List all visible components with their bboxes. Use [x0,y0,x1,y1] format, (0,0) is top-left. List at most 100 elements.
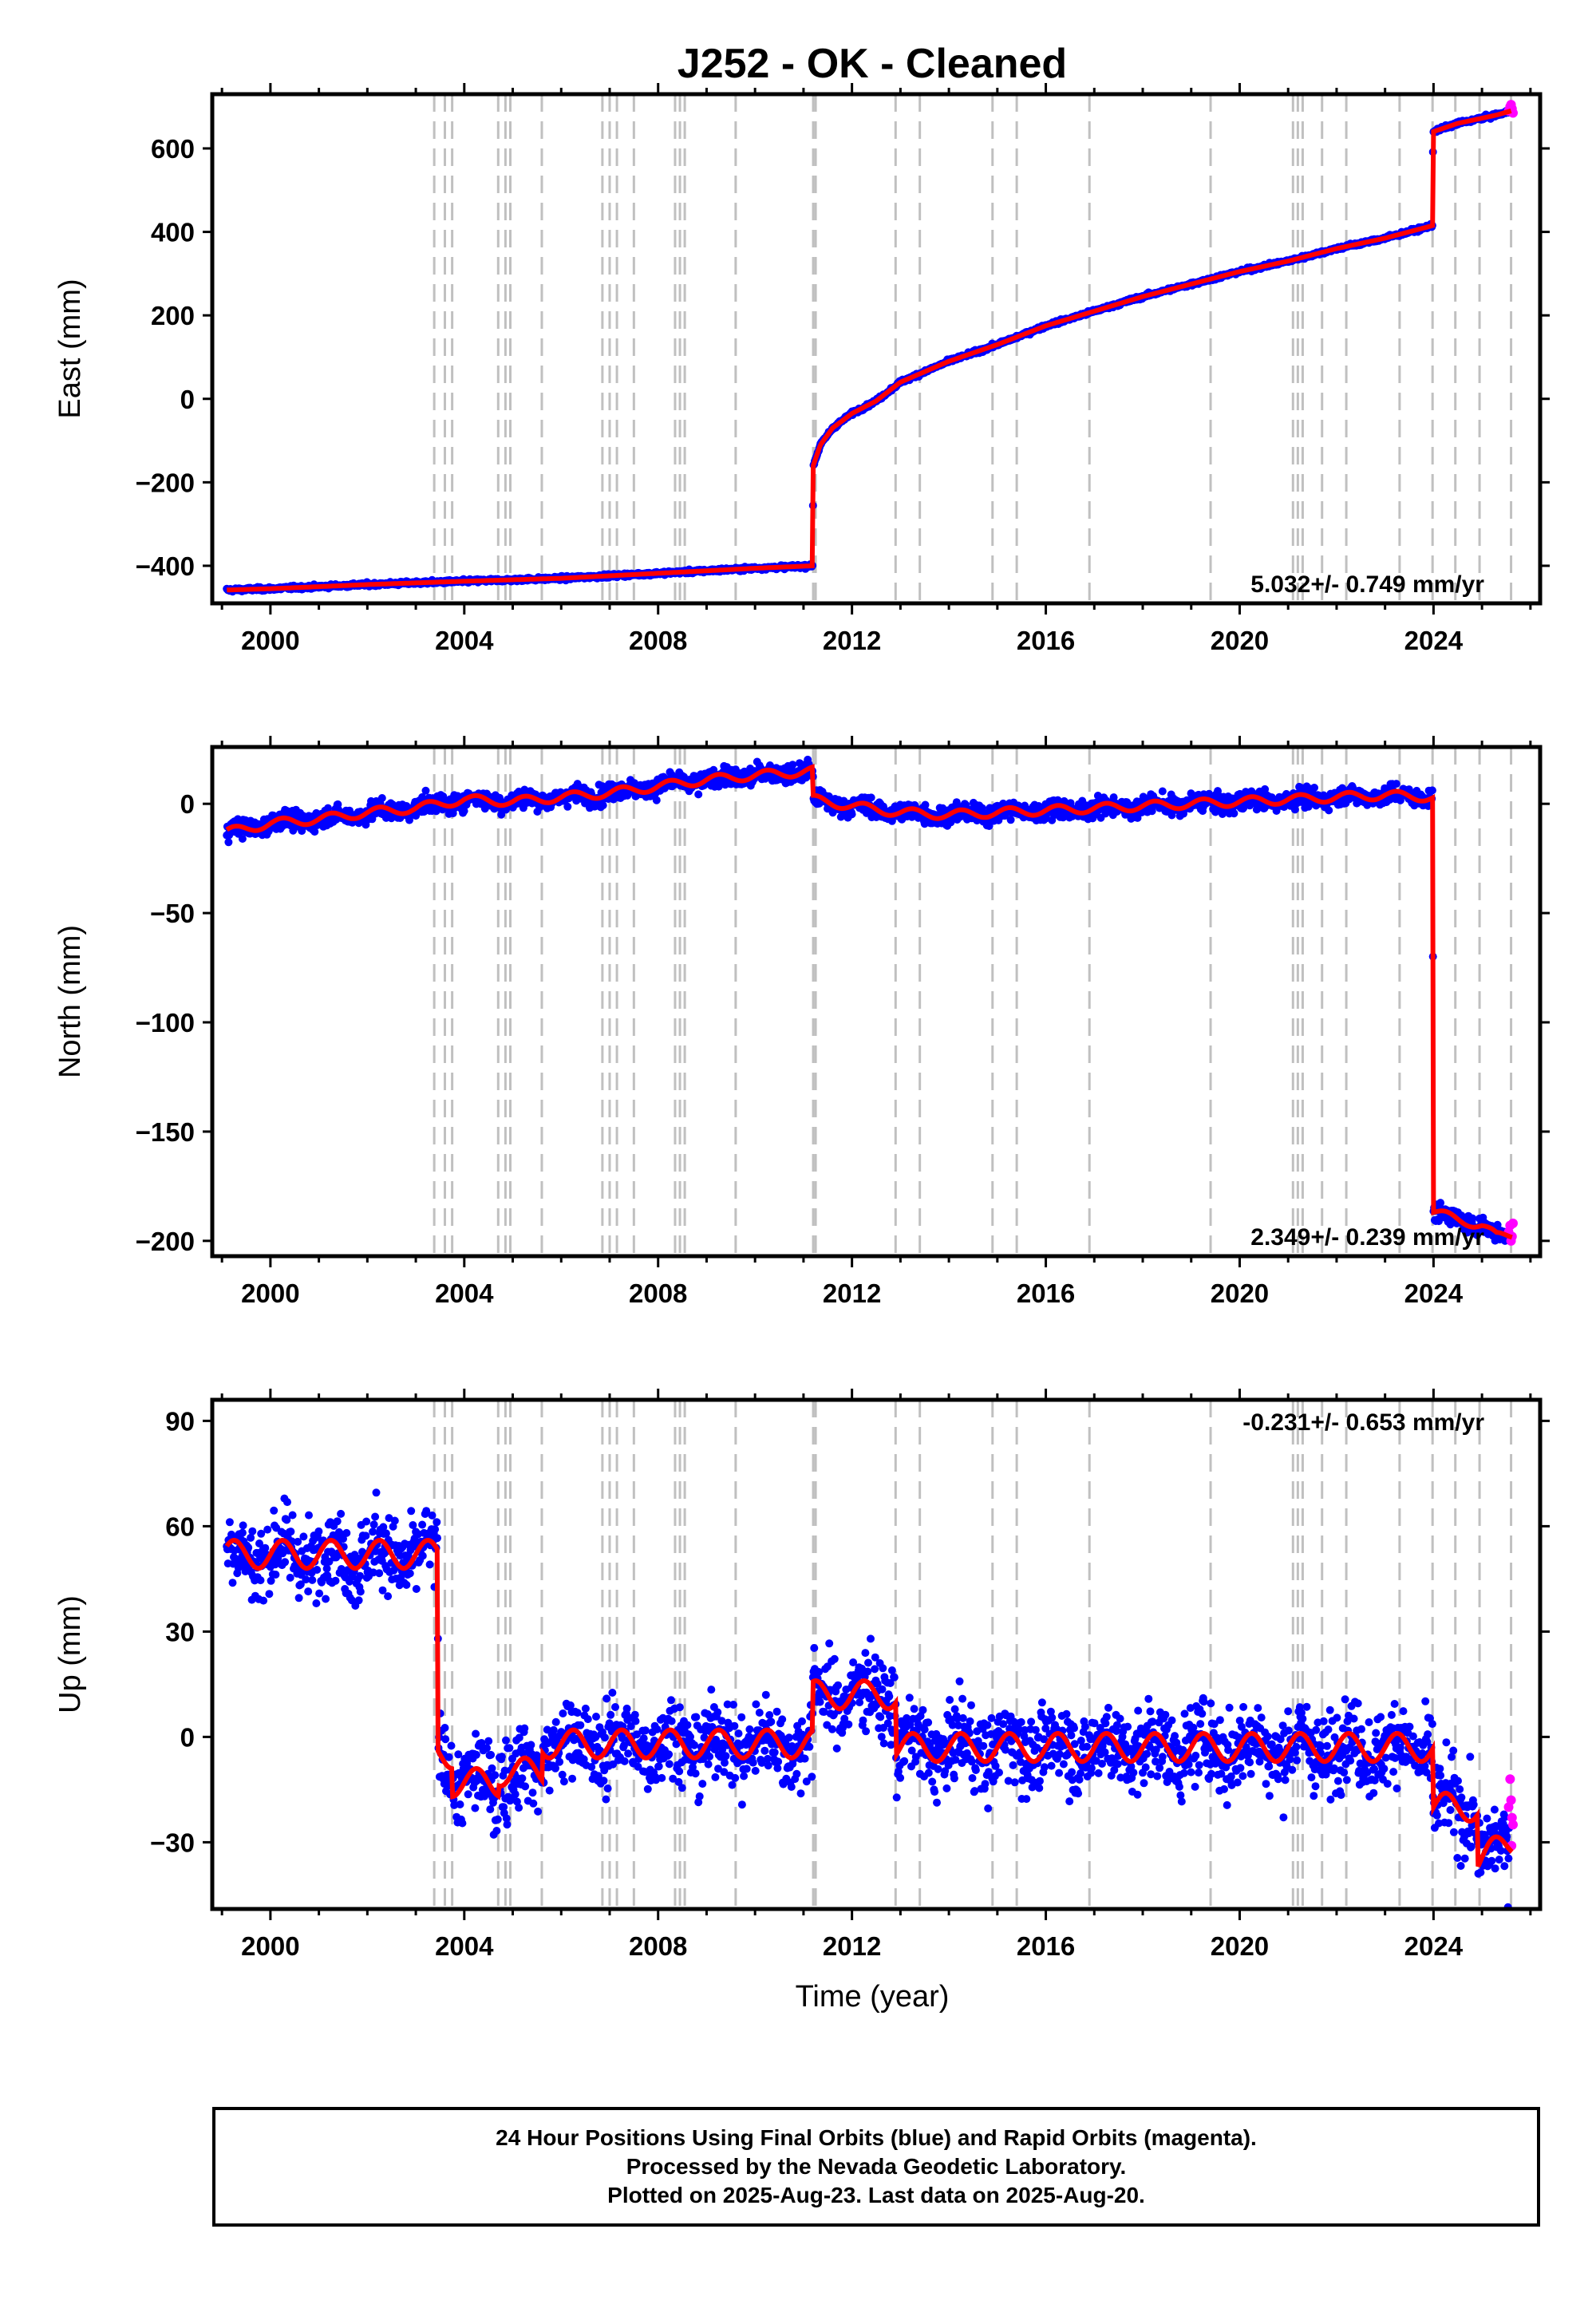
data-point [304,1587,313,1596]
data-point [1468,1214,1477,1223]
data-point [362,1517,371,1526]
data-point [384,1592,393,1601]
y-tick-label: −200 [136,468,195,497]
data-point [299,1532,308,1541]
data-point [271,1571,280,1579]
data-point [315,1589,324,1598]
x-tick-label: 2004 [435,1279,494,1308]
x-tick-label: 2000 [241,626,299,655]
data-point [1392,780,1400,788]
data-point [652,796,661,804]
plot-frame [210,745,1543,1259]
data-point [369,1520,378,1529]
data-point [371,1512,380,1521]
data-point [714,782,723,791]
data-point [244,1543,253,1552]
data-point [322,1595,330,1603]
final-orbit-points [223,107,1513,596]
x-tick-label: 2012 [823,626,881,655]
data-point [460,807,468,816]
data-point [867,793,875,802]
data-point [337,1565,346,1573]
data-point [921,800,930,809]
y-tick-label: 200 [151,301,195,330]
data-point [356,1587,365,1596]
data-point [369,1528,377,1536]
data-point [281,1558,290,1567]
y-tick-label: 0 [180,789,195,819]
data-point [238,835,247,843]
plot-frame [210,92,1543,606]
data-point [788,761,797,769]
chart-title: J252 - OK - Cleaned [678,41,1067,87]
rapid-point [1507,1218,1518,1228]
data-point [354,1596,363,1605]
data-point [333,1517,342,1526]
y-tick-label: −150 [136,1117,195,1147]
data-point [314,1527,323,1535]
data-point [296,1580,305,1589]
data-point [228,1579,237,1587]
data-point [1435,1217,1443,1226]
data-point [598,801,607,810]
x-tick-label: 2020 [1211,1279,1269,1308]
x-tick-label: 2016 [1017,626,1075,655]
data-point [313,1566,322,1574]
data-point [288,1511,297,1520]
data-point [372,1488,381,1497]
data-point [337,1509,346,1518]
final-orbit-points [223,755,1514,1245]
y-tick-label: 400 [151,218,195,247]
data-point [257,1529,266,1538]
data-point [369,1568,377,1577]
model-line [225,764,1513,1240]
data-point [255,1539,263,1547]
data-point [286,1573,294,1582]
data-point [224,838,233,847]
data-point [310,828,319,836]
data-point [322,1564,331,1573]
data-point [259,1596,268,1605]
data-point [308,1575,317,1584]
data-point [1109,793,1118,802]
data-point [286,1528,295,1536]
y-tick-label: 600 [151,134,195,164]
x-tick-label: 2024 [1404,1279,1464,1308]
data-point [1290,805,1299,814]
data-point [378,1586,387,1595]
x-tick-label: 2020 [1211,626,1269,655]
event-lines [433,747,1513,1256]
data-point [238,1528,247,1537]
data-point [331,1576,340,1585]
event-lines [433,1400,1513,1909]
data-point [694,790,703,799]
x-tick-label: 2012 [823,1279,881,1308]
event-lines [433,94,1513,603]
data-point [1230,809,1238,818]
data-point [1428,786,1436,795]
y-tick-label: −50 [150,899,195,928]
data-point [1310,784,1318,792]
data-point [247,1533,255,1542]
data-point [261,1543,270,1552]
x-tick-label: 2008 [629,1279,687,1308]
data-point [1325,806,1333,815]
data-point [563,802,572,811]
y-tick-label: −200 [136,1227,195,1256]
y-axis-label: North (mm) [53,925,87,1078]
data-point [305,1511,313,1520]
data-point [1158,787,1167,796]
rate-label: 5.032+/- 0.749 mm/yr [1250,571,1484,598]
y-tick-label: −100 [136,1008,195,1037]
data-point [1493,1220,1502,1229]
data-point [421,786,430,795]
data-point [356,1571,365,1580]
data-point [1006,816,1015,824]
data-point [1436,1199,1445,1207]
data-point [294,1537,302,1546]
data-point [339,1535,347,1543]
